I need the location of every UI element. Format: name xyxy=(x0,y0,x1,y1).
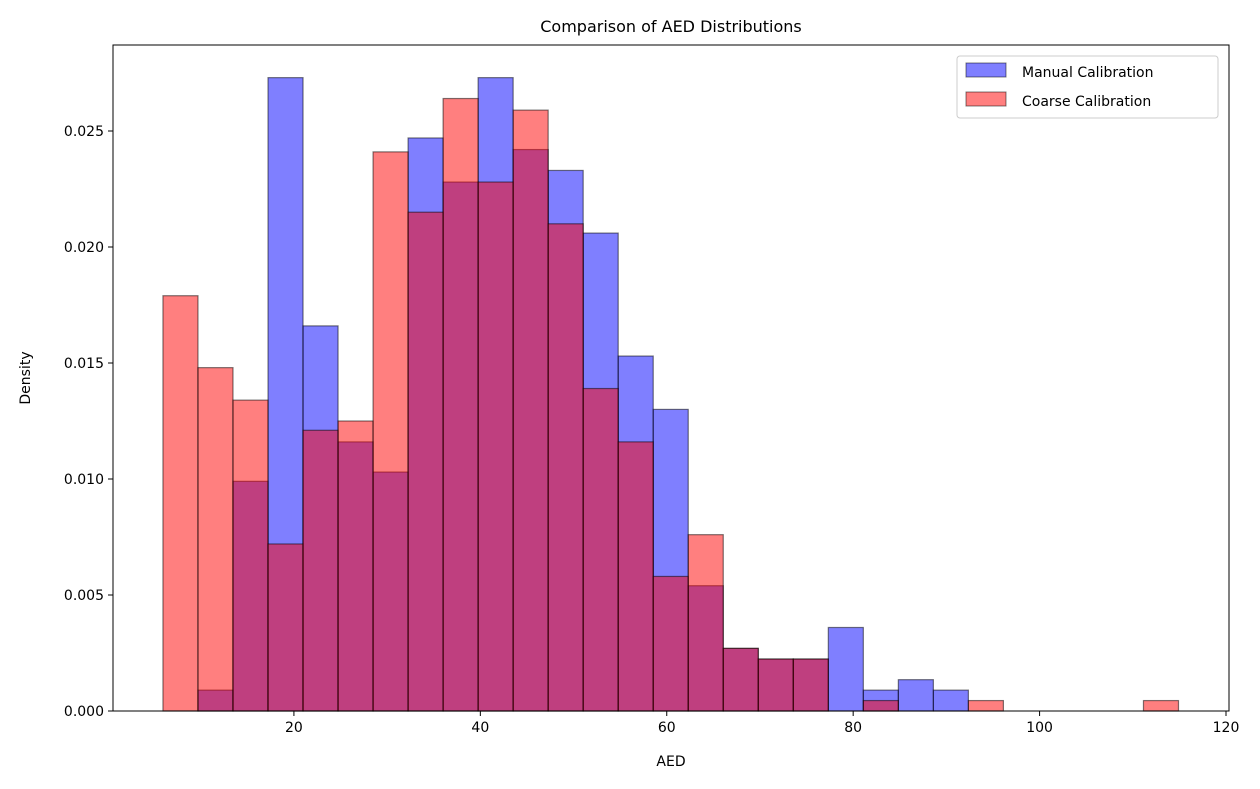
chart-title: Comparison of AED Distributions xyxy=(540,17,802,36)
x-tick-label: 120 xyxy=(1213,720,1240,736)
bar-coarse-13 xyxy=(617,441,654,712)
bar-coarse-5 xyxy=(337,420,374,712)
legend-box xyxy=(956,55,1219,119)
y-tick-label: 0.010 xyxy=(64,472,104,488)
y-axis-label: Density xyxy=(18,351,34,404)
bar-coarse-12 xyxy=(582,387,619,712)
bar-coarse-10 xyxy=(512,109,549,712)
bars-layer xyxy=(162,77,1180,712)
bar-coarse-17 xyxy=(757,658,794,712)
x-tick-label: 100 xyxy=(1026,720,1053,736)
bar-coarse-1 xyxy=(197,367,234,712)
bar-coarse-11 xyxy=(547,223,584,712)
bar-coarse-9 xyxy=(477,181,514,712)
bar-coarse-8 xyxy=(442,97,479,712)
y-tick-label: 0.000 xyxy=(64,704,104,720)
x-tick-label: 40 xyxy=(471,720,489,736)
y-tick-label: 0.005 xyxy=(64,588,104,604)
y-tick-label: 0.020 xyxy=(64,240,104,256)
bar-coarse-7 xyxy=(407,211,444,712)
bar-coarse-14 xyxy=(652,575,689,712)
bar-manual-19 xyxy=(827,626,864,712)
bar-coarse-15 xyxy=(687,534,724,712)
bar-manual-21 xyxy=(897,679,934,712)
bar-manual-22 xyxy=(932,689,969,712)
y-tick-label: 0.015 xyxy=(64,356,104,372)
bar-coarse-16 xyxy=(722,647,759,712)
bar-coarse-23 xyxy=(967,699,1004,712)
bar-coarse-0 xyxy=(162,295,199,712)
bar-coarse-28 xyxy=(1142,699,1180,712)
y-axis: 0.000 0.005 0.010 0.015 0.020 0.025 xyxy=(64,124,113,720)
bar-coarse-4 xyxy=(302,429,339,712)
legend: Manual Calibration Coarse Calibration xyxy=(956,55,1219,119)
bar-coarse-20 xyxy=(862,699,899,712)
x-tick-label: 60 xyxy=(658,720,676,736)
legend-swatch-manual xyxy=(965,62,1007,78)
y-tick-label: 0.025 xyxy=(64,124,104,140)
x-tick-label: 80 xyxy=(844,720,862,736)
bar-coarse-6 xyxy=(372,151,409,712)
plot-frame xyxy=(112,44,1230,712)
legend-label-manual: Manual Calibration xyxy=(1022,65,1154,81)
bar-coarse-3 xyxy=(267,543,304,712)
legend-label-coarse: Coarse Calibration xyxy=(1022,94,1151,110)
x-tick-label: 20 xyxy=(285,720,303,736)
x-axis-label: AED xyxy=(656,754,685,770)
x-axis: 20 40 60 80 100 120 xyxy=(285,711,1239,736)
bar-coarse-18 xyxy=(792,658,829,712)
bar-coarse-2 xyxy=(232,399,269,712)
legend-swatch-coarse xyxy=(965,91,1007,107)
